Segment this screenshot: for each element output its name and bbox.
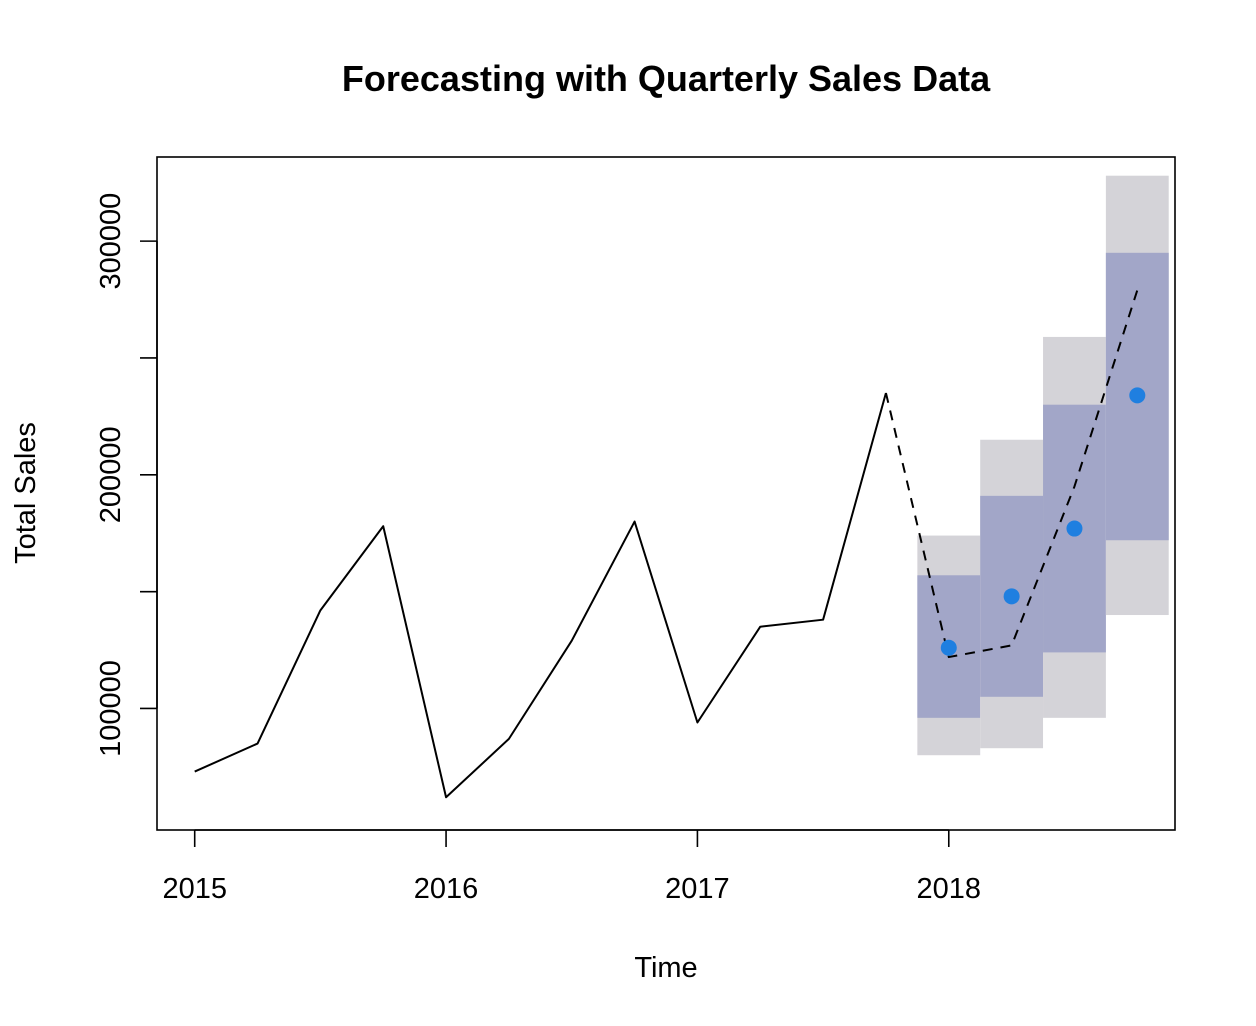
- forecast-points: [940, 387, 1146, 656]
- y-tick-label: 300000: [95, 193, 127, 290]
- x-tick-label: 2017: [665, 873, 730, 905]
- forecast-point: [940, 639, 957, 656]
- forecast-intervals: [917, 175, 1169, 756]
- x-tick-label: 2016: [414, 873, 479, 905]
- y-axis-label: Total Sales: [10, 422, 42, 564]
- forecast-point: [1003, 588, 1020, 605]
- y-tick-label: 100000: [95, 660, 127, 757]
- x-tick-label: 2018: [917, 873, 982, 905]
- y-tick-label: 200000: [95, 426, 127, 523]
- observed-line: [194, 392, 887, 799]
- series-lines: [194, 289, 1139, 799]
- forecast-line: [884, 289, 1139, 659]
- forecast-point: [1129, 387, 1146, 404]
- x-tick-label: 2015: [162, 873, 227, 905]
- x-axis: 2015 2016 2017 2018: [162, 829, 982, 905]
- chart-title: Forecasting with Quarterly Sales Data: [341, 58, 991, 99]
- forecast-point: [1066, 520, 1083, 537]
- x-axis-label: Time: [634, 952, 697, 984]
- y-axis: 100000 200000 300000: [95, 193, 158, 757]
